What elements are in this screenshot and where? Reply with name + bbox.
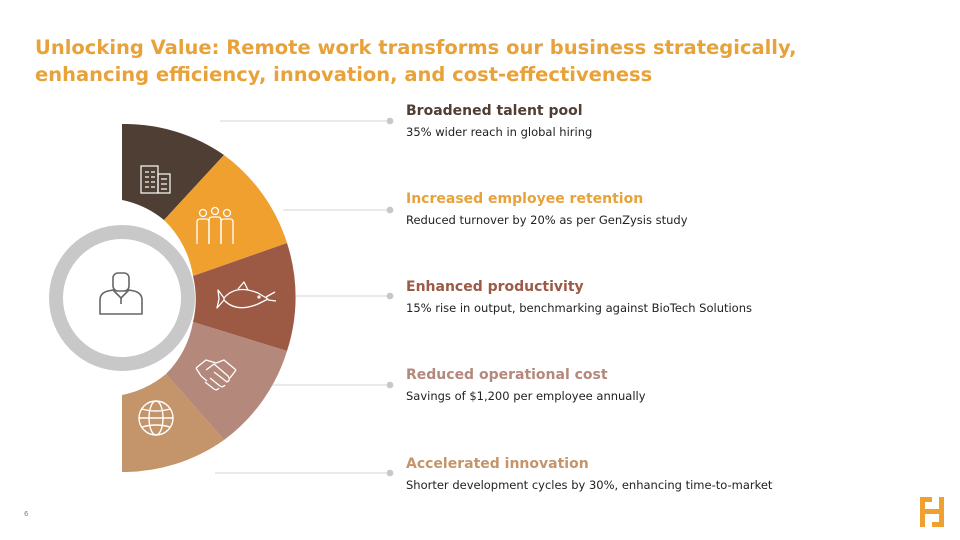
item-description: 35% wider reach in global hiring	[406, 125, 593, 139]
item-productivity: Enhanced productivity 15% rise in output…	[406, 277, 926, 316]
title-line-1: Unlocking Value: Remote work transforms …	[35, 36, 797, 59]
connector-dot	[386, 469, 394, 477]
item-title: Reduced operational cost	[406, 367, 608, 383]
item-description: Reduced turnover by 20% as per GenZysis …	[406, 213, 688, 227]
item-title: Enhanced productivity	[406, 279, 584, 295]
connector-dot	[386, 381, 394, 389]
segment-talent-pool	[122, 123, 224, 220]
company-logo	[920, 497, 944, 527]
item-description: 15% rise in output, benchmarking against…	[406, 301, 752, 315]
segment-retention	[164, 155, 287, 276]
item-employee-retention: Increased employee retention Reduced tur…	[406, 189, 926, 228]
item-operational-cost: Reduced operational cost Savings of $1,2…	[406, 365, 926, 404]
item-description: Shorter development cycles by 30%, enhan…	[406, 478, 773, 492]
item-talent-pool: Broadened talent pool 35% wider reach in…	[406, 101, 926, 140]
office-building-icon	[140, 165, 171, 194]
fish-icon	[216, 281, 277, 309]
item-title: Accelerated innovation	[406, 456, 589, 472]
item-title: Increased employee retention	[406, 191, 644, 207]
title-line-2: enhancing efficiency, innovation, and co…	[35, 63, 653, 86]
connector-dot	[386, 292, 394, 300]
handshake-icon	[195, 359, 237, 391]
item-title: Broadened talent pool	[406, 103, 583, 119]
item-description: Savings of $1,200 per employee annually	[406, 389, 646, 403]
connector-dot	[386, 206, 394, 214]
segment-innovation	[122, 374, 224, 473]
page-number: 6	[24, 510, 29, 518]
globe-icon	[138, 400, 174, 436]
slide-title: Unlocking Value: Remote work transforms …	[35, 34, 935, 88]
team-icon	[196, 206, 234, 244]
segment-productivity	[193, 243, 296, 351]
connector-dot	[386, 117, 394, 125]
person-icon	[99, 272, 143, 315]
item-innovation: Accelerated innovation Shorter developme…	[406, 454, 926, 493]
